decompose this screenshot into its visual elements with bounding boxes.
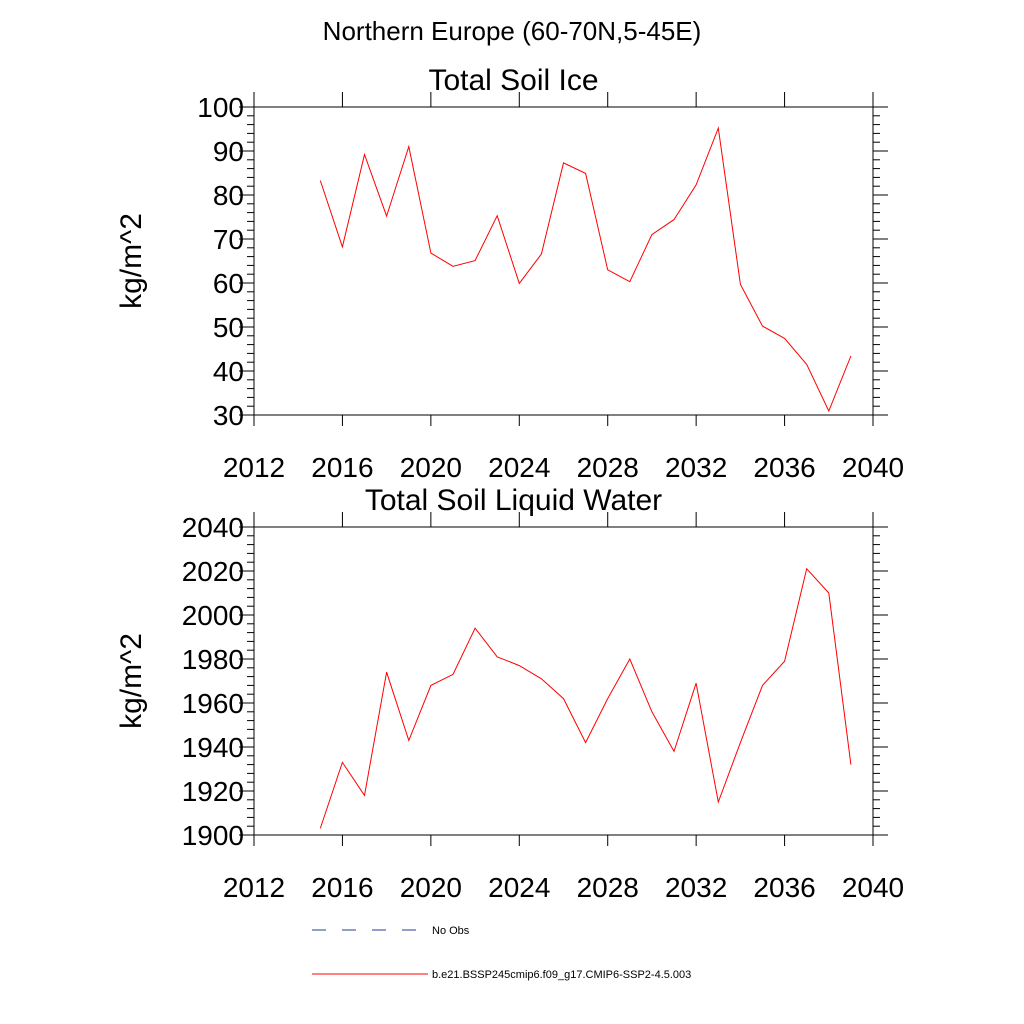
panel-1-y-tick-label: 100 [197,92,244,123]
panel-1-y-tick-label: 50 [213,312,244,343]
panel-1-y-tick-label: 60 [213,268,244,299]
panel-2-x-tick-label: 2012 [223,872,285,903]
legend-obs-label: No Obs [432,925,470,937]
panel-1-y-tick-label: 90 [213,136,244,167]
panel-2-x-tick-label: 2028 [577,872,639,903]
panel-2-x-tick-label: 2040 [842,872,904,903]
panel-2-y-tick-label: 1980 [182,644,244,675]
panel-1-y-tick-label: 70 [213,224,244,255]
panel-2-x-tick-label: 2016 [311,872,373,903]
panel-1-title: Total Soil Ice [428,64,598,97]
panel-2-y-tick-label: 2040 [182,512,244,543]
panel-1-x-tick-label: 2012 [223,452,285,483]
panel-2-x-tick-label: 2024 [488,872,550,903]
panel-1-x-tick-label: 2036 [753,452,815,483]
panel-1-x-tick-label: 2016 [311,452,373,483]
panel-1-x-tick-label: 2032 [665,452,727,483]
panel-1-series-line [319,126,852,413]
panel-2-series-line [319,567,852,829]
panel-2-y-tick-label: 1960 [182,688,244,719]
panel-2-y-axis-label: kg/m^2 [115,633,148,729]
panel-1-y-axis-label: kg/m^2 [115,213,148,309]
panel-1-y-tick-label: 80 [213,180,244,211]
panel-2-x-tick-label: 2020 [400,872,462,903]
panel-1-x-tick-label: 2028 [577,452,639,483]
panel-2-x-tick-label: 2032 [665,872,727,903]
legend-model-label: b.e21.BSSP245cmip6.f09_g17.CMIP6-SSP2-4.… [432,969,691,981]
panel-2-title: Total Soil Liquid Water [365,484,662,517]
panel-2-y-tick-label: 2020 [182,556,244,587]
panel-2-x-tick-label: 2036 [753,872,815,903]
panel-1-y-tick-label: 40 [213,356,244,387]
panel-2-frame [253,526,874,836]
panel-1-x-tick-label: 2020 [400,452,462,483]
figure-suptitle: Northern Europe (60-70N,5-45E) [322,16,702,46]
panel-1-x-tick-label: 2024 [488,452,550,483]
panel-1-x-tick-label: 2040 [842,452,904,483]
panel-1-frame [253,106,874,416]
panel-2-y-tick-label: 1920 [182,776,244,807]
panel-2-y-tick-label: 2000 [182,600,244,631]
panel-2-y-tick-label: 1900 [182,820,244,851]
panel-1-y-tick-label: 30 [213,400,244,431]
panel-2-y-tick-label: 1940 [182,732,244,763]
